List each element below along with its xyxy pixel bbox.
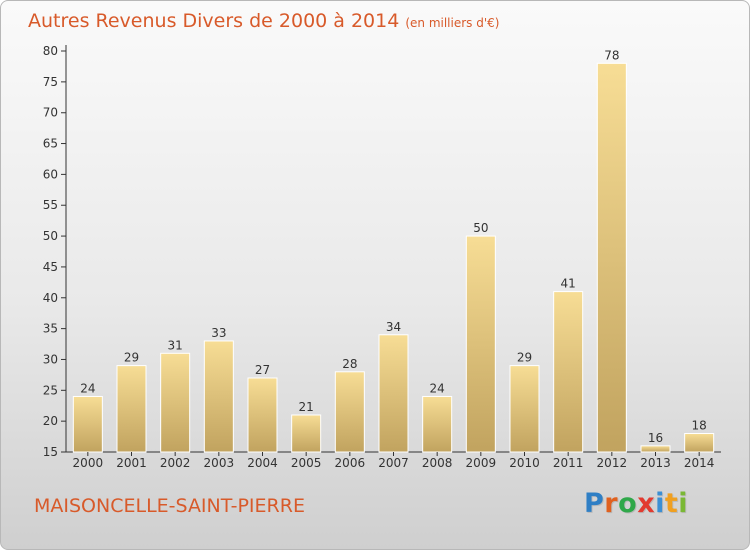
bar-value-label: 28 xyxy=(342,357,357,371)
y-tick-label: 35 xyxy=(43,322,58,336)
bar-value-label: 24 xyxy=(430,381,445,395)
logo-letter: o xyxy=(618,488,638,519)
bar-value-label: 31 xyxy=(168,338,183,352)
bar-value-label: 34 xyxy=(386,320,401,334)
y-tick-label: 15 xyxy=(43,445,58,459)
x-tick-label: 2010 xyxy=(509,456,540,470)
bar xyxy=(640,445,671,453)
bar xyxy=(509,365,540,453)
y-tick-label: 40 xyxy=(43,291,58,305)
x-tick-label: 2009 xyxy=(466,456,497,470)
bar-value-label: 29 xyxy=(517,351,532,365)
proxiti-logo: Proxiti xyxy=(584,488,688,519)
y-tick-label: 75 xyxy=(43,75,58,89)
bar xyxy=(684,432,715,453)
bar-value-label: 21 xyxy=(299,400,314,414)
y-tick-label: 20 xyxy=(43,414,58,428)
bar xyxy=(116,365,147,453)
y-tick-label: 25 xyxy=(43,383,58,397)
y-tick-label: 45 xyxy=(43,260,58,274)
x-tick-label: 2000 xyxy=(73,456,104,470)
y-tick-label: 70 xyxy=(43,106,58,120)
x-tick-label: 2007 xyxy=(378,456,409,470)
chart-title-text: Autres Revenus Divers de 2000 à 2014 xyxy=(28,10,400,32)
chart-unit: (en milliers d'€) xyxy=(405,16,500,30)
y-tick-label: 80 xyxy=(43,44,58,58)
bar xyxy=(596,62,627,453)
x-tick-label: 2005 xyxy=(291,456,322,470)
bar xyxy=(378,334,409,453)
x-tick-label: 2006 xyxy=(335,456,366,470)
bar xyxy=(422,395,453,453)
bar xyxy=(334,371,365,453)
bar-value-label: 27 xyxy=(255,363,270,377)
bar xyxy=(465,235,496,453)
bar-value-label: 41 xyxy=(561,277,576,291)
x-tick-label: 2008 xyxy=(422,456,453,470)
y-tick-label: 65 xyxy=(43,137,58,151)
logo-letter: i xyxy=(678,488,689,519)
bar-value-label: 29 xyxy=(124,351,139,365)
bar-value-label: 33 xyxy=(211,326,226,340)
x-tick-label: 2002 xyxy=(160,456,191,470)
x-tick-label: 2003 xyxy=(204,456,235,470)
bar xyxy=(203,340,234,453)
logo-letter: r xyxy=(604,488,619,519)
logo-letter: t xyxy=(664,488,679,519)
bar-value-label: 18 xyxy=(692,418,707,432)
chart-title: Autres Revenus Divers de 2000 à 2014 (en … xyxy=(28,10,499,32)
x-tick-label: 2011 xyxy=(553,456,584,470)
bar xyxy=(247,377,278,453)
x-tick-label: 2004 xyxy=(247,456,278,470)
y-tick-label: 60 xyxy=(43,167,58,181)
y-tick-label: 50 xyxy=(43,229,58,243)
x-tick-label: 2001 xyxy=(116,456,147,470)
bar xyxy=(72,395,103,453)
logo-letter: P xyxy=(584,488,605,519)
logo-letter: x xyxy=(637,488,656,519)
x-tick-label: 2012 xyxy=(597,456,628,470)
x-tick-label: 2014 xyxy=(684,456,715,470)
bar xyxy=(160,352,191,453)
y-tick-label: 55 xyxy=(43,198,58,212)
y-tick-label: 30 xyxy=(43,352,58,366)
bar-value-label: 16 xyxy=(648,431,663,445)
x-tick-label: 2013 xyxy=(640,456,671,470)
bar xyxy=(553,291,584,453)
bar-value-label: 24 xyxy=(80,381,95,395)
bar xyxy=(291,414,322,453)
logo-letter: i xyxy=(655,488,665,519)
commune-name: MAISONCELLE-SAINT-PIERRE xyxy=(34,495,305,517)
bar-value-label: 50 xyxy=(473,221,488,235)
bar-value-label: 78 xyxy=(604,48,619,62)
